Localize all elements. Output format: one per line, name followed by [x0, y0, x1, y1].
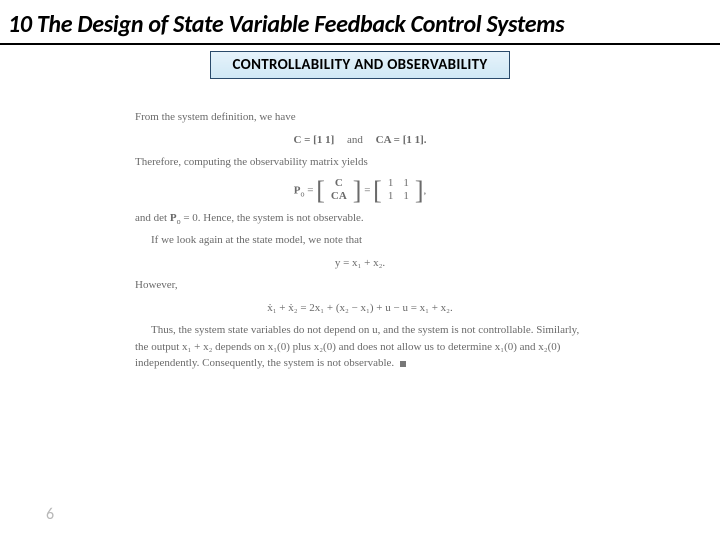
p3-c: = 0. Hence, the system is not observable…	[181, 212, 364, 224]
eq2-r2c1: 1	[388, 190, 394, 204]
eq2-sub: o	[300, 189, 304, 198]
p6-text: Thus, the system state variables do not …	[135, 324, 579, 369]
bracket: [	[316, 179, 325, 202]
paragraph-5: However,	[135, 277, 585, 294]
eq1-lhs: C = [1 1]	[293, 134, 334, 146]
eq1-rhs: CA = [1 1].	[376, 134, 427, 146]
equation-3: y = x₁ + x₂.	[135, 255, 585, 272]
banner-container: CONTROLLABILITY AND OBSERVABILITY	[0, 51, 720, 79]
paragraph-4: If we look again at the state model, we …	[135, 232, 585, 249]
page-title: 10 The Design of State Variable Feedback…	[0, 0, 720, 45]
equation-4: ẋ₁ + ẋ₂ = 2x₁ + (x₂ − x₁) + u − u = x₁ +…	[135, 300, 585, 317]
body-content: From the system definition, we have C = …	[135, 109, 585, 372]
eq2-matrix-right: [ 11 11 ]	[373, 177, 423, 205]
end-mark-icon	[400, 361, 406, 367]
bracket: [	[373, 179, 382, 202]
eq2-eq: =	[307, 184, 316, 196]
paragraph-3: and det Po = 0. Hence, the system is not…	[135, 210, 585, 228]
eq2-C: C	[331, 177, 347, 191]
bracket: ]	[415, 179, 424, 202]
eq2-CA: CA	[331, 190, 347, 204]
equation-1: C = [1 1] and CA = [1 1].	[135, 132, 585, 149]
paragraph-2: Therefore, computing the observability m…	[135, 154, 585, 171]
equation-2: Po = [ C CA ] = [ 11 11 ] ,	[135, 177, 585, 205]
paragraph-6: Thus, the system state variables do not …	[135, 322, 585, 372]
eq1-mid: and	[347, 134, 363, 146]
p3-a: and det	[135, 212, 170, 224]
p3-b: P	[170, 212, 177, 224]
eq2-matrix-left: [ C CA ]	[316, 177, 361, 205]
page-number: 6	[46, 505, 54, 524]
eq2-comma: ,	[424, 184, 427, 196]
eq2-r1c2: 1	[403, 177, 409, 191]
section-banner: CONTROLLABILITY AND OBSERVABILITY	[210, 51, 511, 79]
bracket: ]	[353, 179, 362, 202]
eq2-eq2: =	[364, 184, 373, 196]
eq2-r2c2: 1	[403, 190, 409, 204]
eq2-r1c1: 1	[388, 177, 394, 191]
paragraph-1: From the system definition, we have	[135, 109, 585, 126]
